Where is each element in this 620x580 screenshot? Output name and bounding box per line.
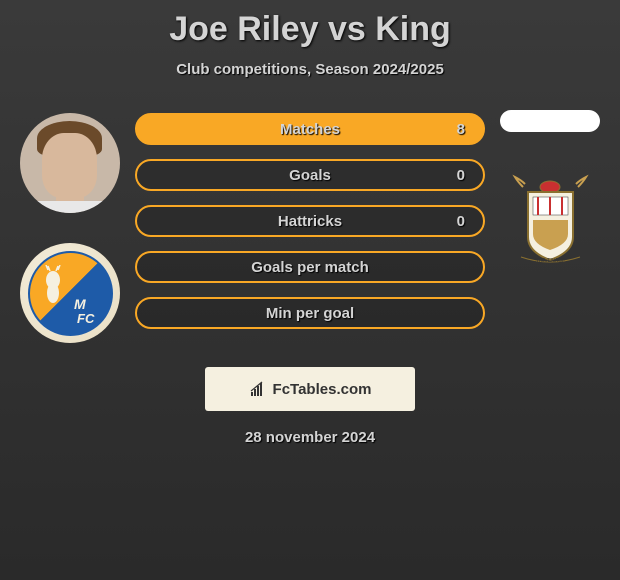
left-column: M FC: [10, 113, 130, 343]
stat-row-goals: Goals 0: [135, 159, 485, 191]
stat-value: 8: [457, 121, 465, 138]
mfc-text-icon: M FC: [69, 289, 109, 329]
comparison-content: M FC Matches 8 Goals 0 Hattricks 0 Goals…: [0, 113, 620, 343]
stat-label: Goals: [289, 167, 331, 184]
svg-text:M: M: [74, 296, 86, 312]
comparison-title: Joe Riley vs King: [0, 0, 620, 49]
club-badge-right: STEVENAGE: [503, 172, 598, 267]
fctables-logo-icon: [249, 380, 267, 398]
club-badge-left: M FC: [20, 243, 120, 343]
stat-label: Hattricks: [278, 213, 342, 230]
player-photo-left: [20, 113, 120, 213]
stat-row-goals-per-match: Goals per match: [135, 251, 485, 283]
stats-column: Matches 8 Goals 0 Hattricks 0 Goals per …: [130, 113, 490, 343]
right-column: STEVENAGE: [490, 113, 610, 343]
stat-label: Goals per match: [251, 259, 369, 276]
svg-text:FC: FC: [77, 311, 95, 326]
svg-text:STEVENAGE: STEVENAGE: [534, 258, 565, 264]
stat-value: 0: [457, 213, 465, 230]
comparison-subtitle: Club competitions, Season 2024/2025: [0, 61, 620, 78]
stat-row-matches: Matches 8: [135, 113, 485, 145]
comparison-date: 28 november 2024: [0, 429, 620, 446]
footer-attribution: FcTables.com: [205, 367, 415, 411]
stat-row-min-per-goal: Min per goal: [135, 297, 485, 329]
stat-label: Min per goal: [266, 305, 354, 322]
stat-row-hattricks: Hattricks 0: [135, 205, 485, 237]
crest-icon: STEVENAGE: [503, 172, 598, 267]
footer-brand-text: FcTables.com: [273, 381, 372, 398]
player-photo-right: [500, 110, 600, 132]
stat-value: 0: [457, 167, 465, 184]
stat-label: Matches: [280, 121, 340, 138]
stag-icon: [38, 265, 68, 305]
